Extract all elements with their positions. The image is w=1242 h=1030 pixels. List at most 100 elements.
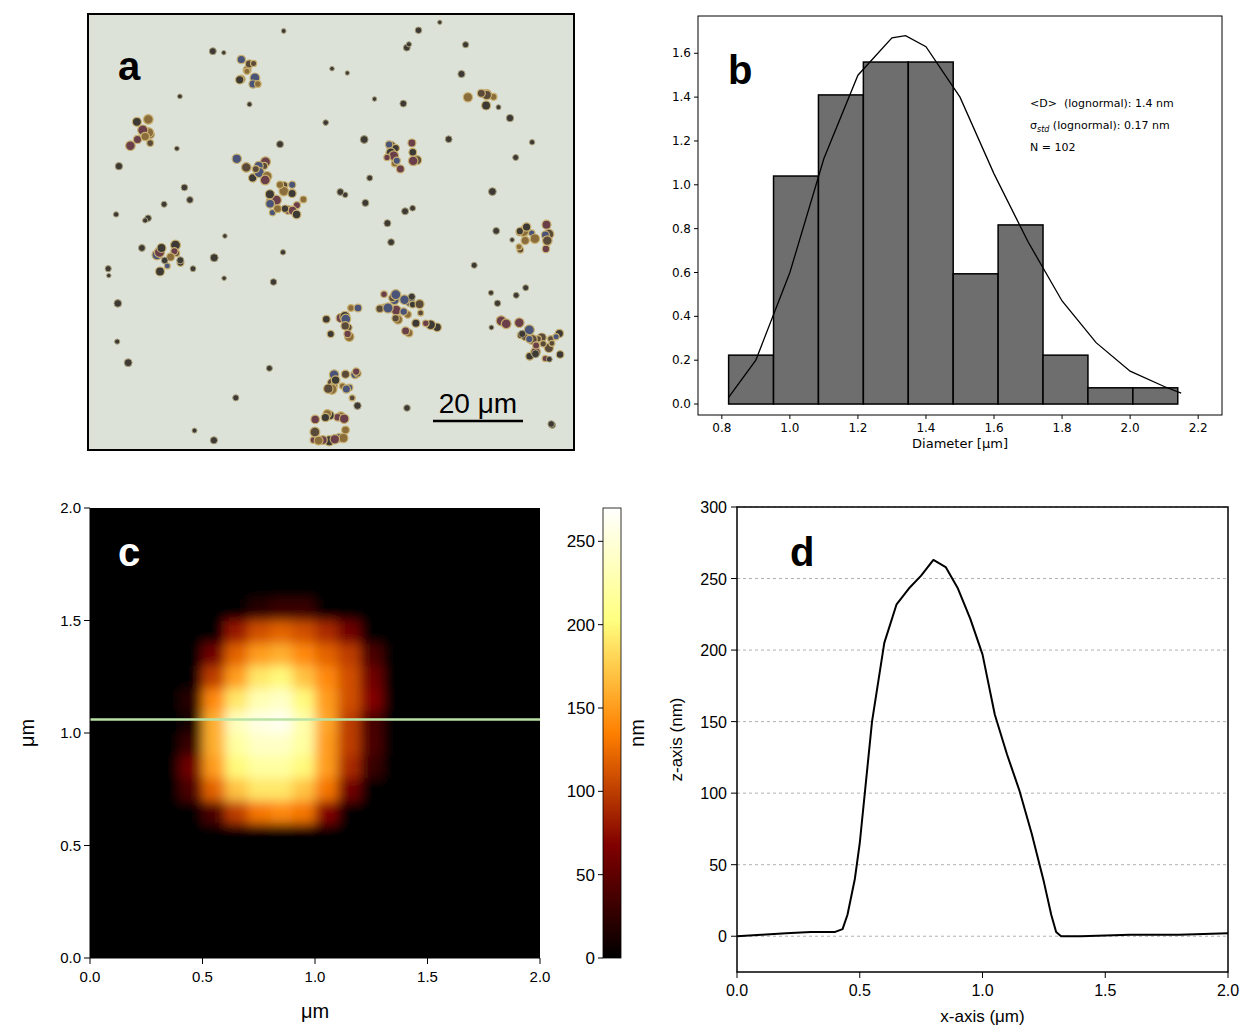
height-cell [135,801,158,824]
colorbar-tick [598,708,603,709]
colorbar [603,508,621,958]
height-cell [383,733,406,756]
height-cell [270,576,293,599]
particle [415,300,424,309]
height-cell [225,711,248,734]
height-cell [225,868,248,891]
height-cell [495,621,518,644]
y-tick [731,936,737,937]
particle [288,189,296,197]
height-cell [518,711,541,734]
height-cell [428,823,451,846]
height-cell [405,643,428,666]
map-background [90,508,540,958]
y-tick [84,845,90,846]
x-tick [994,415,995,419]
height-cell [90,576,113,599]
particle [209,48,216,55]
height-cell [338,688,361,711]
height-cell [203,913,226,936]
height-cell [293,711,316,734]
height-cell [113,801,136,824]
height-cell [293,666,316,689]
image-background [88,14,574,450]
x-tick-label: 1.0 [305,968,326,985]
height-cell [113,733,136,756]
height-cell [315,846,338,869]
particle [489,188,497,196]
height-cell [473,576,496,599]
height-cell [158,846,181,869]
height-cell [360,801,383,824]
height-cell [225,936,248,959]
height-cell [473,733,496,756]
particle [408,139,416,147]
grid-line [737,650,1228,651]
height-cell [248,531,271,554]
height-cell [518,846,541,869]
height-cell [473,711,496,734]
height-cell [338,643,361,666]
height-cell [518,891,541,914]
height-cell [113,508,136,531]
x-tick-label: 1.4 [916,421,935,435]
x-tick-label: 2.0 [530,968,551,985]
height-cell [383,846,406,869]
height-cell [405,598,428,621]
height-cell [360,621,383,644]
height-cell [113,576,136,599]
height-cell [180,643,203,666]
height-cell [383,508,406,531]
particle [402,208,409,215]
particle [311,415,320,424]
height-cell [315,756,338,779]
height-cell [405,801,428,824]
height-cell [90,643,113,666]
x-tick-label: 1.5 [1094,982,1116,999]
height-cell [203,531,226,554]
height-cell [315,666,338,689]
height-cell [113,846,136,869]
colorbar-tick [598,624,603,625]
particle [542,245,549,252]
height-cell [293,508,316,531]
height-cell [225,891,248,914]
particle [463,93,472,102]
height-cell [225,913,248,936]
height-cell [383,711,406,734]
height-cell [203,643,226,666]
height-cell [495,643,518,666]
height-cell [315,823,338,846]
height-cell [135,643,158,666]
height-cell [315,711,338,734]
y-tick [84,733,90,734]
particle [310,427,320,437]
height-cell [518,936,541,959]
height-cell [450,553,473,576]
y-tick-label: 1.0 [60,724,81,741]
annotation-text: (lognormal): 0.17 nm [1049,119,1169,132]
height-cell [405,508,428,531]
height-cell [338,801,361,824]
particle [521,236,529,244]
height-cell [360,711,383,734]
particle [342,385,350,393]
height-cell [113,621,136,644]
y-tick [84,508,90,509]
height-cell [428,621,451,644]
height-cell [405,756,428,779]
height-cell [495,598,518,621]
height-cell [90,891,113,914]
height-cell [180,711,203,734]
height-cell [495,913,518,936]
height-cell [203,733,226,756]
particle [237,55,245,63]
height-cell [225,621,248,644]
particle [549,340,555,346]
particle [277,141,284,148]
height-cell [495,688,518,711]
particle [548,421,555,428]
particle [276,181,283,188]
height-cell [135,598,158,621]
y-tick-label: 0.5 [60,837,81,854]
